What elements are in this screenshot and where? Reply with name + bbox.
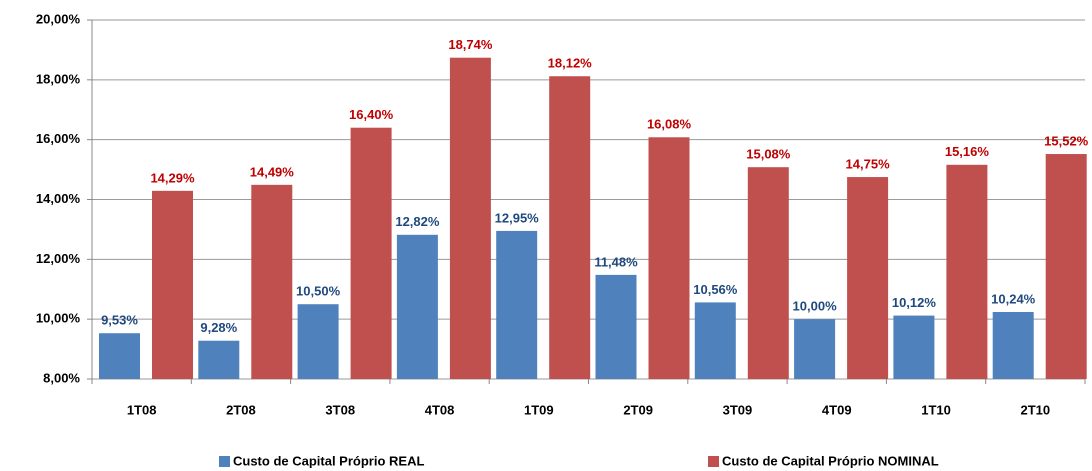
bar — [992, 311, 1034, 379]
y-tick-label: 18,00% — [36, 71, 81, 86]
bar — [198, 340, 240, 379]
value-label: 15,08% — [746, 147, 791, 162]
bar — [694, 302, 736, 379]
y-tick-label: 16,00% — [36, 131, 81, 146]
bar — [152, 190, 193, 379]
x-tick-label: 2T09 — [623, 402, 653, 417]
y-tick-label: 20,00% — [36, 11, 81, 26]
bar — [350, 127, 392, 379]
value-label: 10,24% — [991, 291, 1036, 306]
bar — [99, 333, 140, 379]
x-tick-label: 4T09 — [822, 402, 852, 417]
legend-swatch — [708, 456, 719, 467]
bar — [297, 304, 339, 379]
x-tick-label: 2T08 — [226, 402, 256, 417]
value-label: 16,08% — [647, 117, 692, 132]
x-tick-label: 3T09 — [723, 402, 753, 417]
x-tick-label: 2T10 — [1021, 402, 1051, 417]
value-label: 9,28% — [200, 320, 237, 335]
value-label: 16,40% — [349, 107, 394, 122]
value-label: 18,74% — [448, 37, 493, 52]
value-label: 10,50% — [296, 284, 341, 299]
value-label: 18,12% — [548, 56, 593, 71]
x-tick-label: 1T08 — [127, 402, 157, 417]
value-label: 11,48% — [594, 254, 638, 269]
y-tick-label: 12,00% — [36, 251, 81, 266]
bar — [794, 319, 836, 379]
bar — [496, 230, 538, 379]
value-label: 15,16% — [945, 144, 990, 159]
bar — [396, 234, 438, 379]
value-label: 14,49% — [250, 164, 295, 179]
bar — [549, 76, 591, 379]
bar — [1045, 154, 1087, 379]
value-label: 12,82% — [395, 214, 440, 229]
bar — [449, 57, 491, 379]
y-tick-label: 8,00% — [43, 370, 80, 385]
value-label: 10,12% — [892, 295, 937, 310]
value-label: 10,56% — [693, 282, 738, 297]
x-tick-label: 4T08 — [425, 402, 455, 417]
value-label: 15,52% — [1044, 133, 1089, 148]
legend-label: Custo de Capital Próprio REAL — [233, 453, 424, 468]
bar — [847, 177, 889, 379]
bar — [595, 274, 637, 379]
bar — [251, 184, 293, 379]
x-tick-label: 1T10 — [921, 402, 951, 417]
bar — [648, 137, 690, 379]
bar — [946, 164, 988, 379]
y-tick-label: 10,00% — [36, 311, 81, 326]
value-label: 14,29% — [150, 170, 195, 185]
value-label: 14,75% — [846, 157, 891, 172]
x-tick-label: 3T08 — [325, 402, 355, 417]
legend-label: Custo de Capital Próprio NOMINAL — [722, 453, 939, 468]
x-tick-label: 1T09 — [524, 402, 554, 417]
bar — [747, 167, 789, 379]
bar — [893, 315, 935, 379]
legend-swatch — [219, 456, 230, 467]
value-label: 9,53% — [101, 313, 138, 328]
y-tick-label: 14,00% — [36, 191, 81, 206]
value-label: 12,95% — [495, 210, 540, 225]
value-label: 10,00% — [793, 299, 838, 314]
